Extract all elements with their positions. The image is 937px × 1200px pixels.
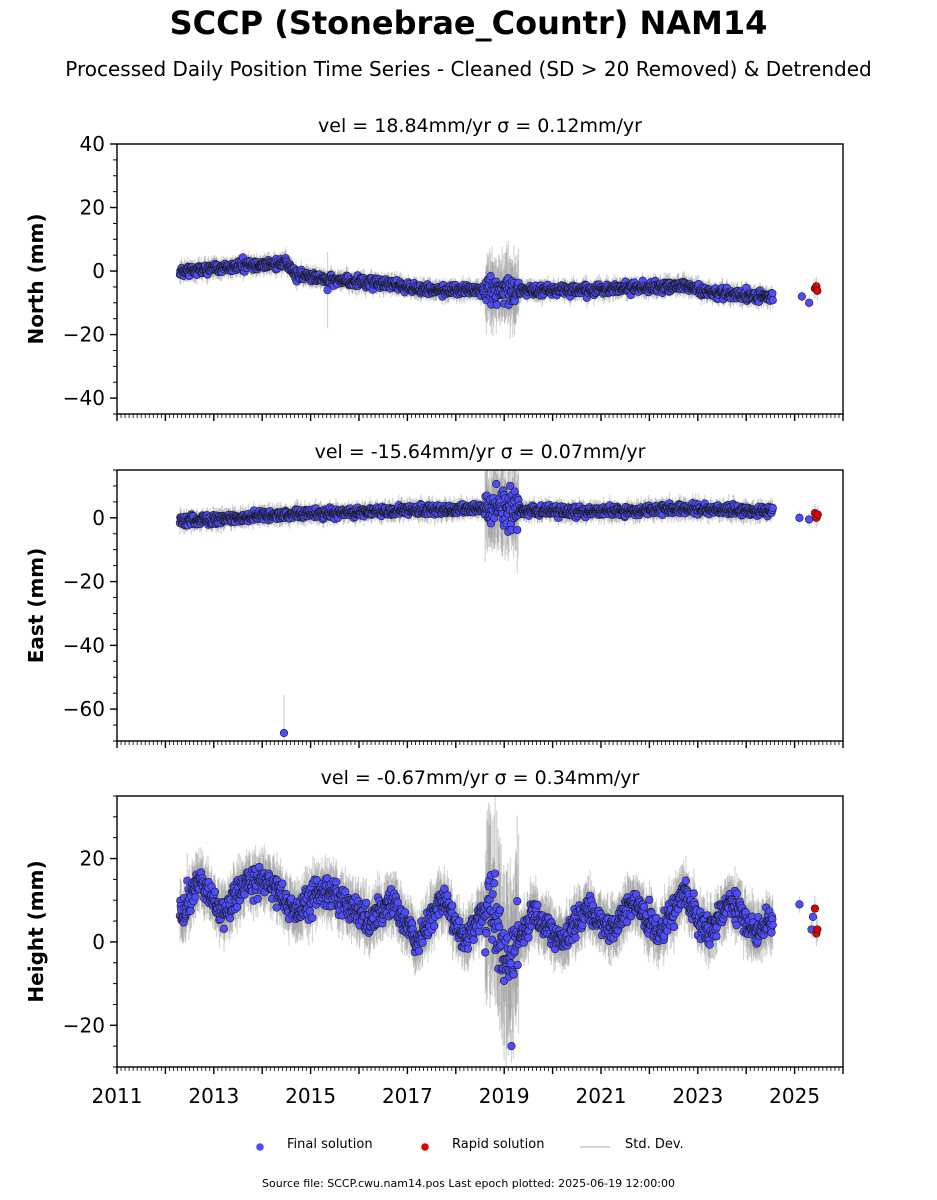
final-solution-point	[768, 296, 777, 305]
rapid-points	[810, 276, 822, 301]
y-tick-label: 0	[92, 506, 105, 530]
panel-north: vel = 18.84mm/yr σ = 0.12mm/yr North (mm)…	[24, 115, 844, 421]
plot-area	[175, 240, 822, 339]
y-tick-label: 20	[80, 196, 105, 220]
y-tick-label: −20	[63, 570, 105, 594]
y-tick-label: 40	[80, 132, 105, 156]
final-solution-point	[768, 289, 777, 298]
final-solution-point	[492, 300, 501, 309]
figure-subtitle: Processed Daily Position Time Series - C…	[65, 57, 872, 81]
y-axis-label: North (mm)	[24, 213, 48, 344]
panel-title: vel = 18.84mm/yr σ = 0.12mm/yr	[318, 115, 642, 137]
final-points	[175, 253, 814, 309]
final-solution-point	[486, 272, 495, 281]
final-solution-point	[805, 298, 814, 307]
rapid-solution-point	[813, 286, 822, 295]
y-tick-label: 0	[92, 259, 105, 283]
y-tick-label: −40	[63, 633, 105, 657]
figure-title: SCCP (Stonebrae_Countr) NAM14	[169, 4, 768, 42]
y-axis-label: East (mm)	[24, 548, 48, 664]
final-solution-point	[323, 286, 332, 295]
y-tick-label: −60	[63, 697, 105, 721]
plot-frame	[116, 143, 844, 415]
y-tick-label: −20	[63, 323, 105, 347]
final-points	[175, 479, 814, 738]
y-tick-label: −40	[63, 386, 105, 410]
panel-title: vel = -15.64mm/yr σ = 0.07mm/yr	[315, 441, 646, 463]
panel-east: vel = -15.64mm/yr σ = 0.07mm/yr East (mm)…	[24, 441, 844, 748]
plot-area	[175, 470, 822, 741]
final-solution-point	[797, 292, 806, 301]
